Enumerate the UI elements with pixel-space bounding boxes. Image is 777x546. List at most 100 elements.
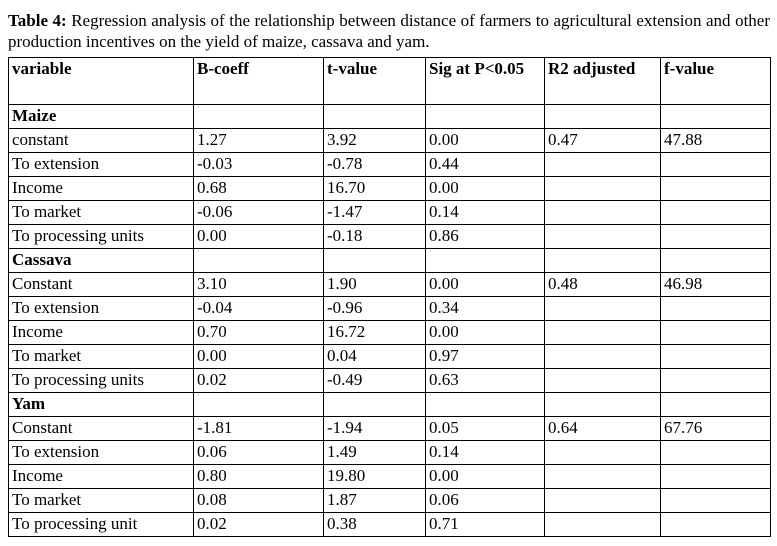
r2-cell: 0.48 (544, 272, 661, 297)
cell: To market (8, 344, 194, 369)
cell: 0.71 (425, 512, 545, 537)
cell: 0.34 (425, 296, 545, 321)
cell (660, 344, 771, 369)
cell: 0.02 (193, 368, 324, 393)
cell: To market (8, 488, 194, 513)
cell (544, 224, 661, 249)
cell: 3.10 (193, 272, 324, 297)
cell: -0.06 (193, 200, 324, 225)
cell (660, 296, 771, 321)
cell (425, 248, 545, 273)
group-name: Maize (8, 104, 194, 129)
cell (323, 392, 426, 417)
cell (544, 392, 661, 417)
data-row: constant 1.27 3.92 0.00 0.47 47.88 (8, 128, 771, 153)
cell: 1.90 (323, 272, 426, 297)
cell (323, 248, 426, 273)
cell: 0.04 (323, 344, 426, 369)
cell: To extension (8, 440, 194, 465)
cell: -0.04 (193, 296, 324, 321)
cell (660, 248, 771, 273)
cell (660, 104, 771, 129)
cell (544, 176, 661, 201)
cell (193, 392, 324, 417)
cell (544, 368, 661, 393)
regression-table: variable B-coeff t-value Sig at P<0.05 R2 ad… (8, 57, 771, 537)
cell: -1.94 (323, 416, 426, 441)
cell: 0.08 (193, 488, 324, 513)
cell (193, 248, 324, 273)
cell: -0.03 (193, 152, 324, 177)
table-body: Maize constant 1.27 3.92 0.00 0.47 47.88 To ext… (8, 104, 771, 537)
cell: 0.86 (425, 224, 545, 249)
data-row: Income 0.80 19.80 0.00 (8, 464, 771, 489)
header-cell: t-value (323, 57, 426, 105)
cell: 0.00 (425, 176, 545, 201)
cell: 0.00 (193, 224, 324, 249)
cell: 0.02 (193, 512, 324, 537)
cell: 0.97 (425, 344, 545, 369)
cell: To processing units (8, 224, 194, 249)
cell (544, 464, 661, 489)
cell: -0.78 (323, 152, 426, 177)
f-cell: 46.98 (660, 272, 771, 297)
cell: 0.00 (193, 344, 324, 369)
cell: 0.06 (425, 488, 545, 513)
caption-text: Regression analysis of the relationship … (8, 11, 770, 51)
cell: 3.92 (323, 128, 426, 153)
data-row: To processing units 0.00 -0.18 0.86 (8, 224, 771, 249)
cell (544, 104, 661, 129)
cell: 0.70 (193, 320, 324, 345)
group-row: Maize (8, 104, 771, 129)
f-cell: 67.76 (660, 416, 771, 441)
cell (544, 152, 661, 177)
cell (193, 104, 324, 129)
data-row: To processing units 0.02 -0.49 0.63 (8, 368, 771, 393)
data-row: To extension 0.06 1.49 0.14 (8, 440, 771, 465)
cell: 0.00 (425, 464, 545, 489)
cell: 0.00 (425, 320, 545, 345)
cell: To processing unit (8, 512, 194, 537)
data-row: Constant -1.81 -1.94 0.05 0.64 67.76 (8, 416, 771, 441)
cell (660, 512, 771, 537)
cell (425, 392, 545, 417)
header-row: variable B-coeff t-value Sig at P<0.05 R2 ad… (8, 57, 771, 105)
cell (660, 464, 771, 489)
cell (660, 488, 771, 513)
cell (660, 176, 771, 201)
cell: 0.63 (425, 368, 545, 393)
cell (660, 368, 771, 393)
cell (544, 512, 661, 537)
cell: 0.14 (425, 200, 545, 225)
cell (544, 296, 661, 321)
cell: To processing units (8, 368, 194, 393)
cell: 0.14 (425, 440, 545, 465)
cell (323, 104, 426, 129)
r2-cell: 0.47 (544, 128, 661, 153)
cell (660, 320, 771, 345)
header-cell: variable (8, 57, 194, 105)
cell (544, 440, 661, 465)
cell: 16.70 (323, 176, 426, 201)
data-row: To extension -0.03 -0.78 0.44 (8, 152, 771, 177)
cell (544, 200, 661, 225)
cell: 0.00 (425, 128, 545, 153)
cell: 16.72 (323, 320, 426, 345)
cell: -0.49 (323, 368, 426, 393)
cell (544, 344, 661, 369)
cell: -1.47 (323, 200, 426, 225)
cell: Constant (8, 272, 194, 297)
cell: Income (8, 320, 194, 345)
cell: Income (8, 464, 194, 489)
data-row: To extension -0.04 -0.96 0.34 (8, 296, 771, 321)
cell: 0.80 (193, 464, 324, 489)
caption-label: Table 4: (8, 11, 67, 30)
cell: Income (8, 176, 194, 201)
cell (425, 104, 545, 129)
header-cell: R2 adjusted (544, 57, 661, 105)
group-name: Yam (8, 392, 194, 417)
cell: Constant (8, 416, 194, 441)
cell: -1.81 (193, 416, 324, 441)
cell: 1.49 (323, 440, 426, 465)
